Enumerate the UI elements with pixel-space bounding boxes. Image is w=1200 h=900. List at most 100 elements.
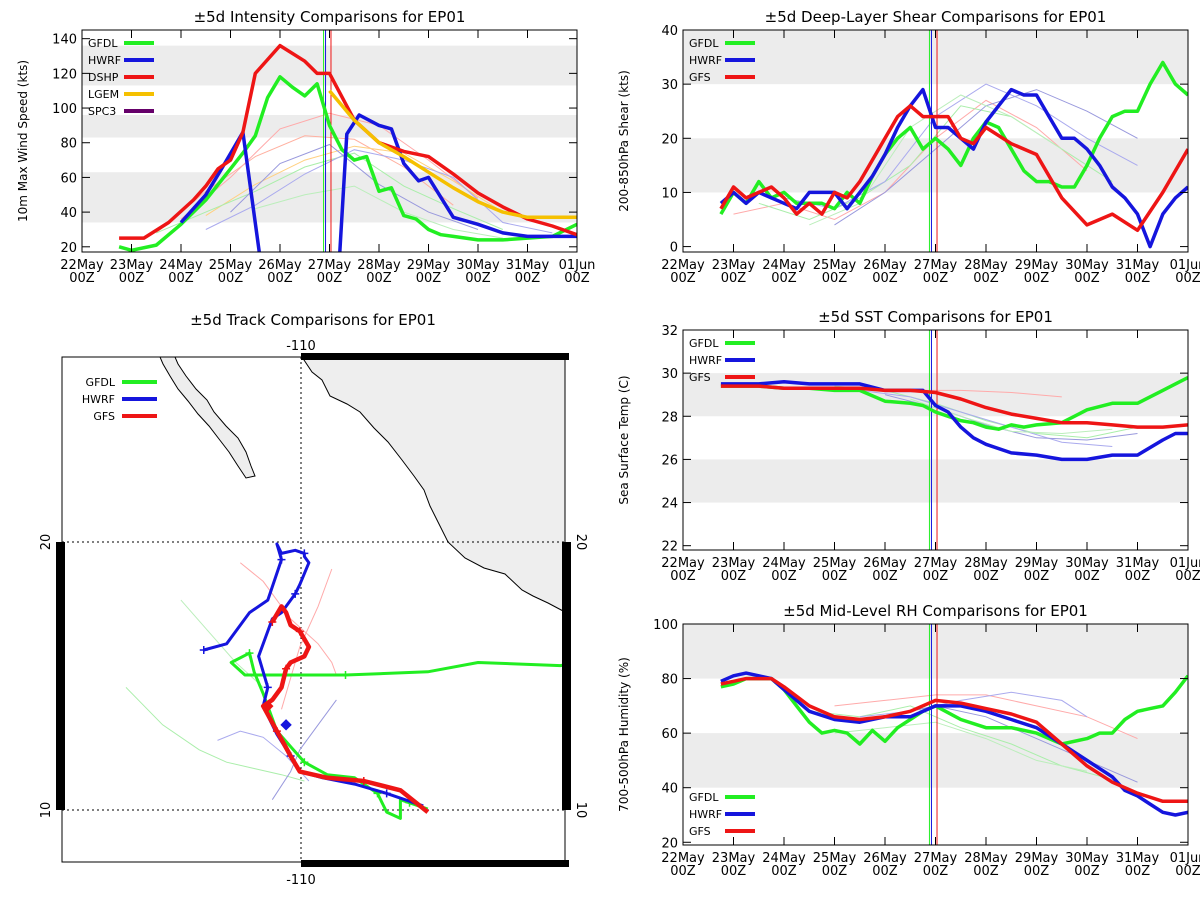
sst-ylabel: Sea Surface Temp (C) xyxy=(617,375,631,504)
intensity-xtick-day: 24May xyxy=(159,258,203,273)
shear-series-gfs xyxy=(719,104,1188,233)
shear-xtick-hour: 00Z xyxy=(721,271,747,286)
rh-xtick-day: 23May xyxy=(712,851,756,866)
sst-xtick-hour: 00Z xyxy=(1175,569,1200,584)
track-position-cross xyxy=(382,789,391,798)
intensity-xtick-hour: 00Z xyxy=(218,271,244,286)
intensity-ensemble-line xyxy=(230,143,479,230)
sst-legend-label-gfdl: GFDL xyxy=(689,337,719,350)
sst-xtick-day: 29May xyxy=(1015,556,1059,571)
shear-xtick-hour: 00Z xyxy=(670,271,696,286)
shear-xtick-hour: 00Z xyxy=(1175,271,1200,286)
intensity-legend-label-gfdl: GFDL xyxy=(88,37,118,50)
sst-xtick-hour: 00Z xyxy=(973,569,999,584)
intensity-xtick-hour: 00Z xyxy=(69,271,95,286)
intensity-band xyxy=(82,45,577,86)
sst-xtick-day: 23May xyxy=(712,556,756,571)
rh-xtick-hour: 00Z xyxy=(771,864,797,879)
intensity-xtick-day: 31May xyxy=(506,258,550,273)
intensity-xtick-hour: 00Z xyxy=(465,271,491,286)
intensity-ensemble-line xyxy=(180,112,479,220)
map-border-right xyxy=(562,542,571,810)
track-position-cross xyxy=(277,555,286,564)
sst-xtick-day: 01Jun xyxy=(1170,556,1200,571)
track-position-cross xyxy=(341,670,350,679)
shear-xtick-day: 31May xyxy=(1116,258,1160,273)
mainland-mexico-land xyxy=(301,357,565,613)
rh-xtick-day: 01Jun xyxy=(1170,851,1200,866)
track-series-gfdl xyxy=(229,651,565,820)
shear-xtick-day: 27May xyxy=(914,258,958,273)
intensity-ytick-label: 140 xyxy=(52,33,77,48)
intensity-ytick-label: 120 xyxy=(52,67,77,82)
shear-legend-label-gfdl: GFDL xyxy=(689,37,719,50)
rh-chart: 2040608010022May00Z23May00Z24May00Z25May… xyxy=(617,602,1200,879)
rh-ytick-label: 20 xyxy=(661,836,678,851)
shear-xtick-day: 24May xyxy=(762,258,806,273)
shear-ytick-label: 30 xyxy=(661,78,678,93)
sst-series-gfs xyxy=(720,384,1188,429)
track-plot-area xyxy=(62,357,565,862)
rh-plot-area xyxy=(683,624,1188,845)
shear-ytick-label: 10 xyxy=(661,186,678,201)
rh-legend-label-gfdl: GFDL xyxy=(689,791,719,804)
intensity-ensemble-line xyxy=(155,135,454,234)
track-map: ±5d Track Comparisons for EP01 -110 -110 20… xyxy=(39,311,588,888)
shear-xtick-day: 28May xyxy=(964,258,1008,273)
track-ensemble-line xyxy=(281,568,333,710)
shear-xtick-hour: 00Z xyxy=(872,271,898,286)
sst-xtick-day: 27May xyxy=(914,556,958,571)
intensity-xtick-hour: 00Z xyxy=(515,271,541,286)
intensity-series-dshp xyxy=(119,43,577,240)
rh-xtick-day: 29May xyxy=(1015,851,1059,866)
shear-xtick-hour: 00Z xyxy=(1074,271,1100,286)
rh-xtick-hour: 00Z xyxy=(822,864,848,879)
intensity-ytick-label: 60 xyxy=(60,171,77,186)
rh-ytick-label: 80 xyxy=(661,673,678,688)
shear-xtick-hour: 00Z xyxy=(822,271,848,286)
shear-xtick-day: 26May xyxy=(863,258,907,273)
rh-band xyxy=(683,624,1188,679)
sst-ensemble-line xyxy=(859,389,1113,447)
shear-ylabel: 200-850hPa Shear (kts) xyxy=(617,70,631,212)
track-storm-position-marker xyxy=(280,719,292,731)
sst-band xyxy=(683,373,1188,417)
rh-xtick-day: 26May xyxy=(863,851,907,866)
intensity-ytick-label: 80 xyxy=(60,137,77,152)
track-lat-label: 20 xyxy=(39,534,54,551)
rh-ylabel: 700-500hPa Humidity (%) xyxy=(617,657,631,812)
intensity-xtick-hour: 00Z xyxy=(119,271,145,286)
shear-xtick-hour: 00Z xyxy=(923,271,949,286)
sst-xtick-day: 26May xyxy=(863,556,907,571)
track-series-gfs xyxy=(260,604,430,814)
rh-xtick-hour: 00Z xyxy=(1125,864,1151,879)
track-position-cross xyxy=(199,646,208,655)
intensity-ytick-label: 20 xyxy=(60,241,77,256)
sst-axes-frame xyxy=(682,329,1189,551)
sst-ytick-label: 28 xyxy=(661,410,678,425)
track-legend-label-hwrf: HWRF xyxy=(82,393,115,406)
intensity-xtick-hour: 00Z xyxy=(564,271,590,286)
sst-xtick-day: 28May xyxy=(964,556,1008,571)
rh-xtick-day: 31May xyxy=(1116,851,1160,866)
track-ensemble-line xyxy=(125,687,305,782)
sst-xtick-day: 22May xyxy=(661,556,705,571)
sst-legend-label-gfs: GFS xyxy=(689,371,711,384)
intensity-chart: 2040608010012014022May00Z23May00Z24May00… xyxy=(16,8,595,286)
sst-xtick-hour: 00Z xyxy=(771,569,797,584)
rh-legend-label-hwrf: HWRF xyxy=(689,808,722,821)
rh-xtick-day: 24May xyxy=(762,851,806,866)
rh-series-gfs xyxy=(720,676,1188,804)
shear-ensemble-line xyxy=(809,94,1063,226)
rh-ytick-label: 100 xyxy=(653,618,678,633)
rh-ytick-label: 40 xyxy=(661,782,678,797)
intensity-xtick-day: 28May xyxy=(357,258,401,273)
sst-xtick-day: 30May xyxy=(1065,556,1109,571)
rh-xtick-hour: 00Z xyxy=(973,864,999,879)
shear-xtick-day: 01Jun xyxy=(1170,258,1200,273)
intensity-series-gfdl xyxy=(118,75,577,252)
rh-xtick-day: 22May xyxy=(661,851,705,866)
sst-xtick-day: 24May xyxy=(762,556,806,571)
rh-xtick-hour: 00Z xyxy=(923,864,949,879)
